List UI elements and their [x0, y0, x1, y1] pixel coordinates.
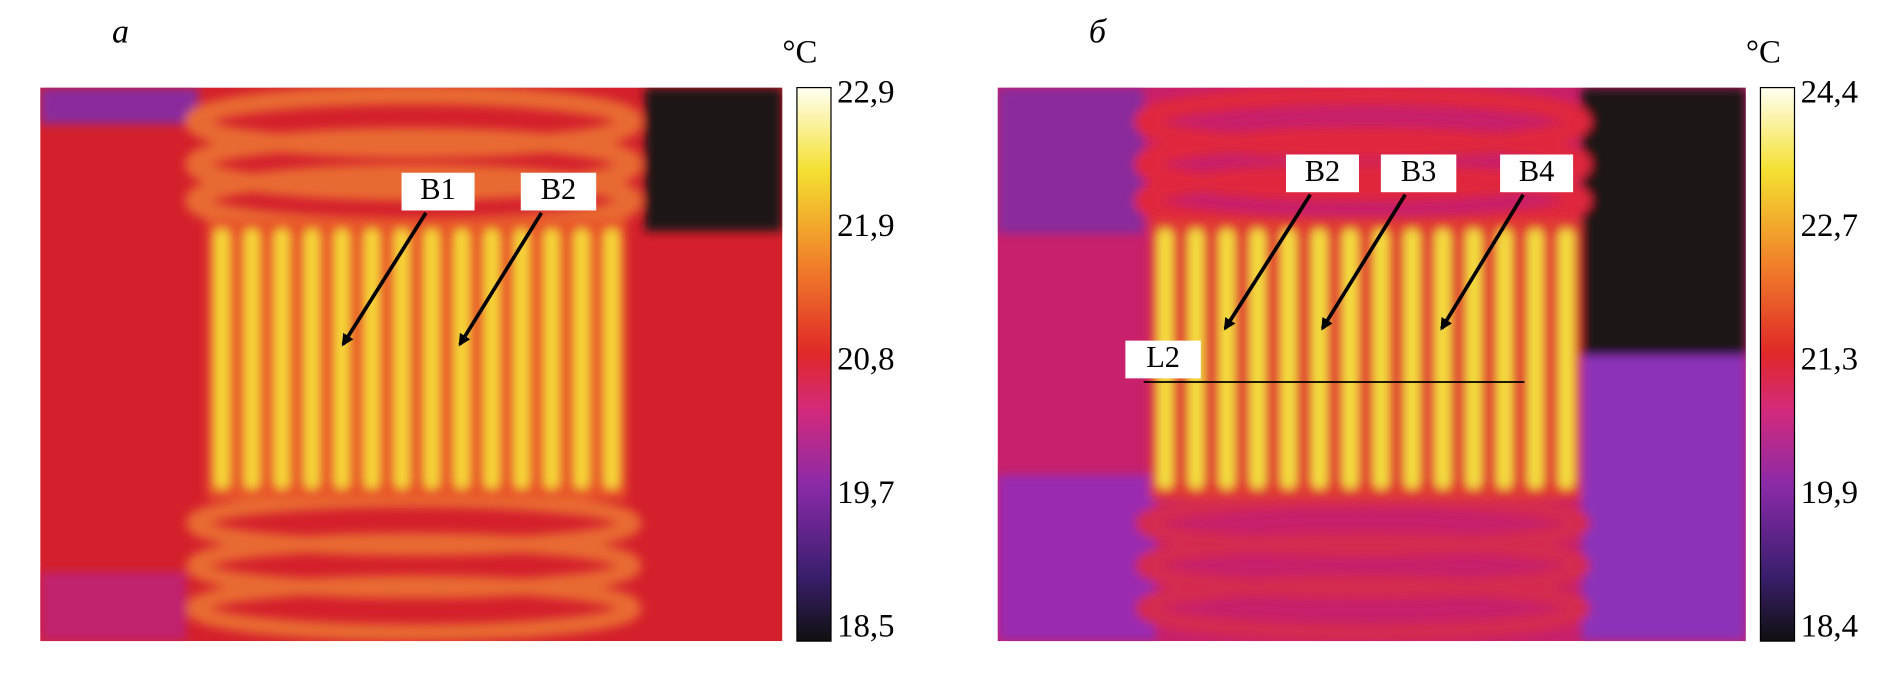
- panel-label: а: [112, 14, 129, 51]
- thread-stripe: [1373, 228, 1389, 490]
- thread-stripe: [334, 228, 350, 490]
- cool-region: [40, 571, 187, 642]
- scale-label: 22,7: [1801, 208, 1858, 244]
- thread-stripe: [424, 228, 440, 490]
- marker-box: [1500, 154, 1574, 193]
- thread-stripe: [244, 228, 260, 490]
- arrow: [1320, 193, 1407, 331]
- image-detail: [40, 87, 783, 642]
- coil: [1135, 575, 1591, 642]
- thread-stripe: [1496, 228, 1513, 490]
- arrow: [1440, 193, 1525, 331]
- scale-label: 21,9: [837, 208, 894, 244]
- scale-label: 24,4: [1801, 74, 1858, 110]
- thread-stripe: [1527, 228, 1544, 490]
- scale-label: 22,9: [837, 74, 894, 110]
- thread-stripe: [214, 228, 230, 490]
- unit-label: °C: [782, 34, 817, 70]
- thread-stripe: [574, 228, 590, 490]
- thread-stripe: [1465, 228, 1482, 490]
- panel: 24,4 22,7 21,3 19,9 18,4 °C б B2 B3 B4 L2: [997, 14, 1858, 644]
- thread-stripe: [304, 228, 320, 490]
- scale-label: 19,7: [837, 475, 894, 511]
- thread-stripe: [1404, 228, 1420, 490]
- image-detail: [997, 87, 1746, 642]
- colorbar: [1759, 86, 1796, 642]
- marker-box: [1380, 154, 1457, 193]
- thread-stripe: [1342, 228, 1358, 490]
- coil: [1133, 87, 1592, 159]
- thread-stripe: [1311, 228, 1328, 490]
- panel-label: б: [1089, 14, 1108, 51]
- thread-stripe: [1280, 228, 1297, 490]
- scale-label: 18,4: [1801, 608, 1858, 644]
- cool-region: [1581, 352, 1746, 642]
- coil: [1133, 127, 1592, 201]
- marker-label: L2: [1146, 340, 1180, 374]
- colorbar: [796, 86, 832, 642]
- coil: [186, 575, 642, 642]
- thermal-image: [40, 87, 783, 642]
- scale-label: 19,9: [1801, 475, 1858, 511]
- thread-stripe: [544, 228, 560, 490]
- arrow: [1223, 193, 1312, 331]
- cool-region: [997, 87, 1144, 234]
- dark-region: [1581, 87, 1746, 356]
- marker-label: B4: [1519, 154, 1554, 188]
- thread-stripe: [514, 228, 530, 490]
- thread-stripe: [454, 228, 470, 490]
- marker-box: [401, 172, 475, 211]
- thread-stripe: [1249, 228, 1266, 490]
- scale-label: 21,3: [1801, 341, 1858, 377]
- thread-stripe: [364, 228, 380, 490]
- scale-label: 20,8: [837, 341, 894, 377]
- thread-stripe: [1558, 228, 1574, 490]
- cool-region: [997, 474, 1156, 642]
- thread-stripe: [1219, 228, 1235, 490]
- thread-stripe: [484, 228, 500, 490]
- marker-box: [520, 172, 597, 211]
- arrow: [458, 211, 544, 347]
- arrow: [341, 211, 428, 347]
- thread-stripe: [394, 228, 410, 490]
- cool-region: [40, 87, 199, 125]
- marker-label: B1: [420, 172, 455, 206]
- thread-stripe: [604, 228, 620, 490]
- dark-region: [644, 87, 783, 232]
- marker-box: [1125, 340, 1201, 379]
- marker-label: B3: [1401, 154, 1436, 188]
- thread-stripe: [274, 228, 290, 490]
- thread-body: [206, 218, 627, 499]
- panel: 22,9 21,9 20,8 19,7 18,5 °C а B1 B2: [40, 14, 895, 644]
- marker-label: B2: [541, 172, 576, 206]
- thermal-image: [997, 87, 1746, 642]
- coil: [185, 87, 643, 159]
- thread-stripe: [1435, 228, 1451, 490]
- scale-label: 18,5: [837, 608, 894, 644]
- unit-label: °C: [1746, 34, 1781, 70]
- marker-box: [1285, 154, 1359, 193]
- marker-label: B2: [1305, 154, 1340, 188]
